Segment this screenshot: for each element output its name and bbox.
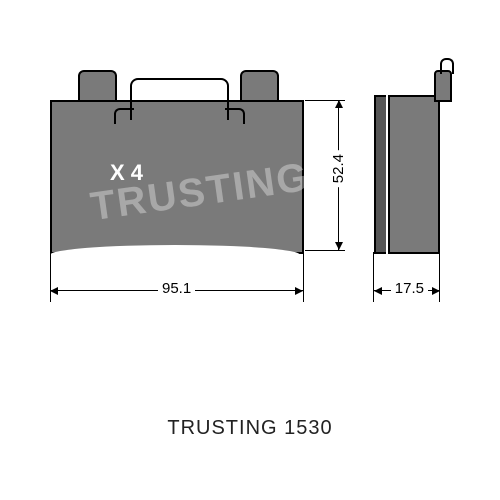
- dimension-height-value: 52.4: [330, 150, 347, 187]
- brake-pad-friction-face: [374, 95, 386, 254]
- dimension-width-value: 95.1: [158, 280, 195, 297]
- ext-line: [305, 250, 345, 251]
- dimension-thickness-value: 17.5: [391, 280, 428, 297]
- wear-sensor-wire: [440, 58, 454, 74]
- pad-mounting-tab-left: [78, 70, 117, 104]
- ext-line: [303, 252, 304, 302]
- brake-pad-side-view: [388, 95, 440, 254]
- brake-pad-front-view: [50, 100, 304, 254]
- pad-retaining-clip: [130, 78, 229, 120]
- quantity-label: X 4: [110, 160, 143, 186]
- pad-mounting-tab-right: [240, 70, 279, 104]
- technical-diagram: X 4 TRUSTING 95.1 17.5 52.4: [30, 40, 470, 360]
- wear-sensor: [434, 70, 452, 102]
- product-caption: TRUSTING 1530: [0, 417, 500, 440]
- brand-name: TRUSTING: [167, 417, 277, 439]
- part-number: 1530: [284, 417, 333, 439]
